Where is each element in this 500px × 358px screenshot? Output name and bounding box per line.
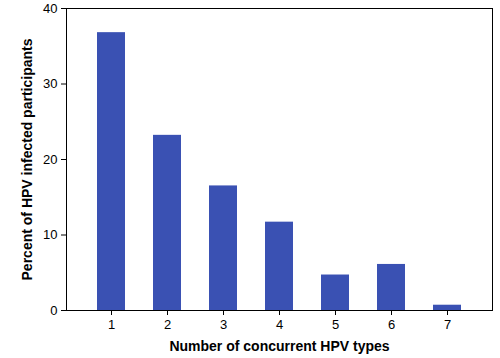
svg-text:Number of concurrent HPV types: Number of concurrent HPV types: [169, 338, 389, 354]
svg-text:0: 0: [50, 303, 57, 318]
svg-text:Percent of HPV infected partic: Percent of HPV infected participants: [19, 38, 35, 280]
svg-text:30: 30: [43, 76, 57, 91]
svg-text:5: 5: [332, 317, 339, 332]
svg-text:1: 1: [108, 317, 115, 332]
svg-text:6: 6: [388, 317, 395, 332]
svg-text:2: 2: [164, 317, 171, 332]
svg-text:3: 3: [220, 317, 227, 332]
svg-text:10: 10: [43, 227, 57, 242]
svg-text:20: 20: [43, 152, 57, 167]
svg-text:4: 4: [276, 317, 283, 332]
svg-text:40: 40: [43, 1, 57, 16]
svg-text:7: 7: [444, 317, 451, 332]
